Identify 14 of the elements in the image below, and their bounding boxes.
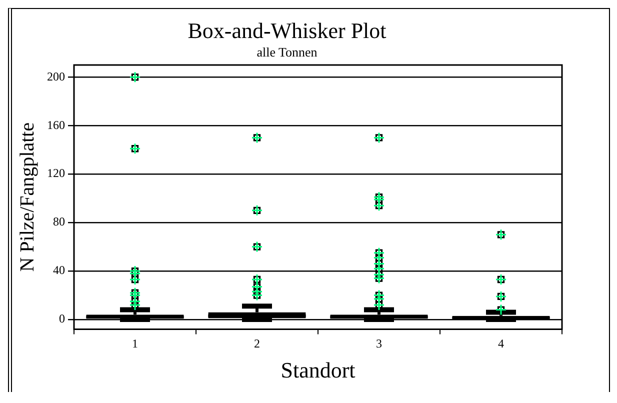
y-tick-label: 160 [47,118,65,132]
y-tick-label: 0 [59,312,65,326]
y-tick-label: 120 [47,166,65,180]
x-axis-title: Standort [280,358,356,383]
x-tick-label: 3 [376,336,382,351]
y-tick-label: 40 [53,263,65,278]
chart-subtitle: alle Tonnen [256,44,318,60]
y-tick-label: 200 [47,69,65,84]
x-tick-label: 2 [254,336,260,351]
y-axis-title: N Pilze/Fangplatte [16,122,38,272]
x-tick-label: 4 [498,336,504,351]
y-tick-label: 80 [53,214,65,229]
chart-title: Box-and-Whisker Plot [188,18,386,43]
x-tick-label: 1 [132,336,138,351]
